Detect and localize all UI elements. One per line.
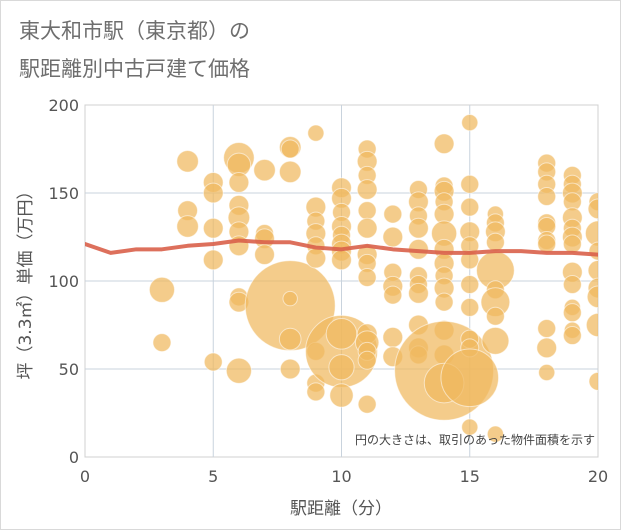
data-bubble: [486, 425, 504, 443]
x-tick-label: 5: [208, 467, 218, 486]
data-bubble: [279, 358, 301, 380]
data-bubble: [278, 327, 302, 351]
data-bubble: [408, 282, 429, 304]
data-bubble: [588, 241, 598, 261]
y-tick-label: 200: [48, 96, 79, 115]
data-bubble: [253, 158, 276, 182]
data-bubble: [538, 363, 556, 382]
data-bubble: [331, 249, 352, 271]
trend: [85, 238, 598, 257]
data-bubble: [278, 160, 302, 184]
x-tick-label: 10: [331, 467, 351, 486]
chart-title-line-1: 東大和市駅（東京都）の: [19, 19, 250, 43]
data-bubble: [228, 172, 250, 193]
bubbles: [148, 114, 598, 443]
data-bubble: [152, 333, 172, 353]
data-bubble: [357, 350, 377, 370]
data-bubble: [460, 297, 480, 317]
data-bubble: [176, 150, 199, 173]
data-bubble: [434, 292, 454, 312]
trend-line: [85, 238, 598, 257]
data-bubble: [202, 217, 224, 239]
data-bubble: [586, 285, 598, 309]
data-bubble: [176, 215, 199, 238]
data-bubble: [328, 354, 355, 381]
data-bubble: [202, 249, 224, 271]
data-bubble: [254, 244, 275, 266]
data-bubble: [537, 319, 557, 339]
data-bubble: [357, 394, 377, 414]
data-bubble: [382, 226, 404, 248]
data-bubble: [408, 217, 429, 239]
data-bubble: [203, 352, 223, 372]
data-bubble: [282, 290, 298, 307]
data-bubble: [305, 247, 327, 269]
data-bubble: [356, 179, 378, 200]
data-bubble: [588, 371, 598, 391]
data-bubble: [202, 182, 224, 204]
data-bubble: [306, 382, 326, 402]
data-bubble: [537, 234, 557, 254]
data-bubble: [383, 204, 403, 224]
data-bubble: [460, 197, 480, 217]
data-bubble: [562, 326, 582, 346]
size-note: 円の大きさは、取引のあった物件面積を示す: [355, 432, 595, 447]
data-bubble: [357, 267, 377, 287]
data-bubble: [307, 124, 325, 142]
data-bubble: [460, 174, 480, 194]
data-bubble: [325, 318, 358, 350]
data-bubble: [584, 220, 598, 247]
data-bubble: [148, 276, 176, 303]
x-tick-label: 15: [460, 467, 480, 486]
data-bubble: [481, 326, 510, 355]
data-bubble: [562, 275, 582, 295]
data-bubble: [562, 303, 582, 323]
data-bubble: [460, 275, 480, 295]
x-axis-title: 駅距離（分）: [290, 499, 392, 519]
data-bubble: [356, 217, 378, 239]
data-bubble: [485, 232, 505, 252]
y-tick-label: 50: [59, 360, 79, 379]
data-bubble: [461, 418, 479, 436]
data-bubble: [433, 133, 455, 155]
data-bubble: [329, 383, 354, 408]
data-bubble: [485, 306, 505, 326]
data-bubble: [537, 187, 557, 207]
data-bubble: [536, 337, 558, 359]
data-bubble: [382, 326, 404, 348]
y-tick-label: 0: [69, 448, 79, 467]
x-tick-label: 20: [588, 467, 608, 486]
data-bubble: [440, 348, 500, 408]
data-bubble: [587, 198, 598, 220]
chart-title-line-2: 駅距離別中古戸建て価格: [19, 57, 250, 81]
data-bubble: [461, 114, 479, 132]
data-bubble: [383, 285, 403, 305]
data-bubble: [562, 234, 582, 254]
y-axis-title: 坪（3.3㎡）単価（万円）: [16, 182, 36, 379]
data-bubble: [587, 260, 598, 281]
data-bubble: [357, 201, 377, 221]
y-tick-label: 150: [48, 184, 79, 203]
data-bubble: [585, 312, 598, 338]
x-tick-label: 0: [80, 467, 90, 486]
y-tick-label: 100: [48, 272, 79, 291]
data-bubble: [280, 139, 300, 159]
data-bubble: [225, 357, 252, 384]
